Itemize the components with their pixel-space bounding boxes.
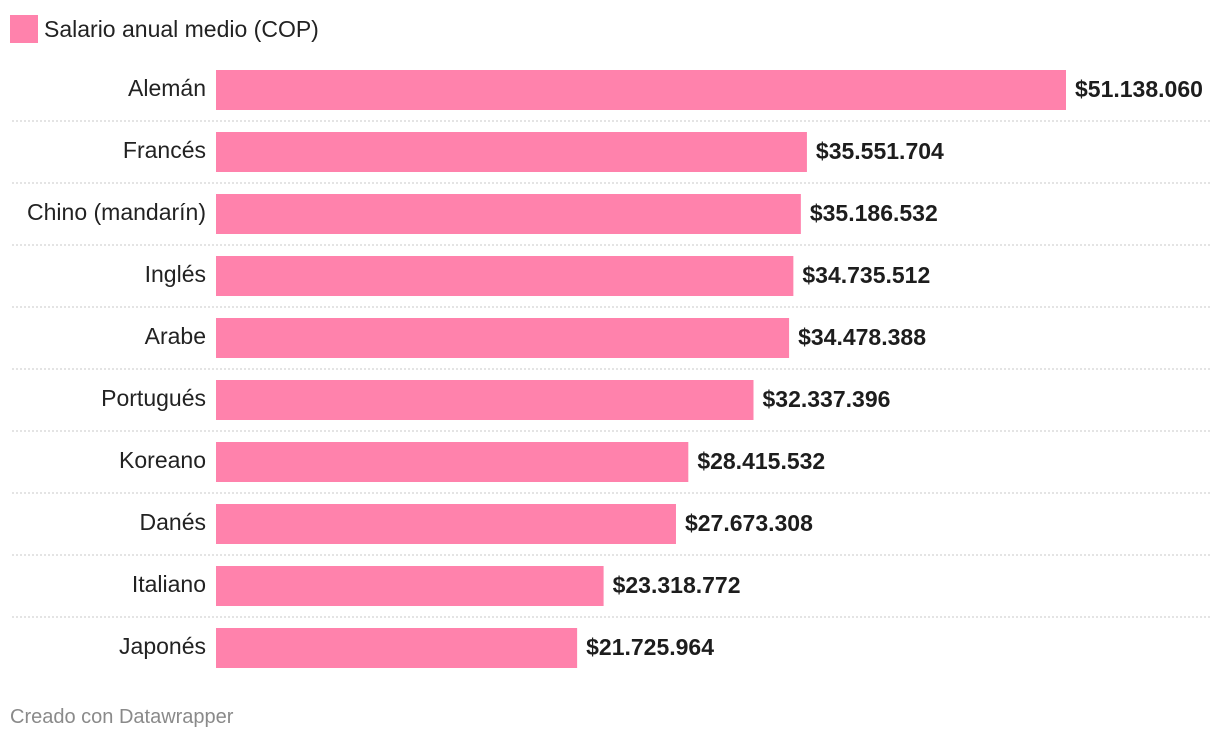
category-label: Japonés xyxy=(119,633,206,659)
category-label: Alemán xyxy=(128,75,206,101)
bar xyxy=(216,318,790,358)
category-label: Francés xyxy=(123,137,206,163)
bar-chart: Alemán $51.138.060 Francés $35.551.704 Chino… xyxy=(12,70,1210,668)
value-label: $51.138.060 xyxy=(1075,76,1203,102)
bar xyxy=(216,566,604,606)
bar xyxy=(216,256,794,296)
category-label: Danés xyxy=(140,509,206,535)
value-label: $28.415.532 xyxy=(697,448,825,474)
value-label: $35.186.532 xyxy=(810,200,938,226)
value-label: $23.318.772 xyxy=(613,572,741,598)
bar xyxy=(216,442,689,482)
bar xyxy=(216,70,1066,110)
footer-credit: Creado con Datawrapper xyxy=(10,706,234,728)
legend-label: Salario anual medio (COP) xyxy=(44,15,319,42)
category-label: Inglés xyxy=(145,261,206,287)
category-label: Arabe xyxy=(145,323,206,349)
category-label: Koreano xyxy=(119,447,206,473)
value-label: $21.725.964 xyxy=(586,634,714,660)
bar xyxy=(216,132,807,172)
value-label: $32.337.396 xyxy=(763,386,891,412)
bar xyxy=(216,380,754,420)
category-label: Italiano xyxy=(132,571,206,597)
legend-swatch xyxy=(10,15,38,43)
value-label: $35.551.704 xyxy=(816,138,944,164)
value-label: $34.478.388 xyxy=(798,324,926,350)
bar xyxy=(216,194,801,234)
value-label: $27.673.308 xyxy=(685,510,813,536)
value-label: $34.735.512 xyxy=(802,262,930,288)
bar xyxy=(216,628,578,668)
bar xyxy=(216,504,676,544)
category-label: Chino (mandarín) xyxy=(27,199,206,225)
category-label: Portugués xyxy=(101,385,206,411)
chart-legend: Salario anual medio (COP) xyxy=(10,14,319,44)
